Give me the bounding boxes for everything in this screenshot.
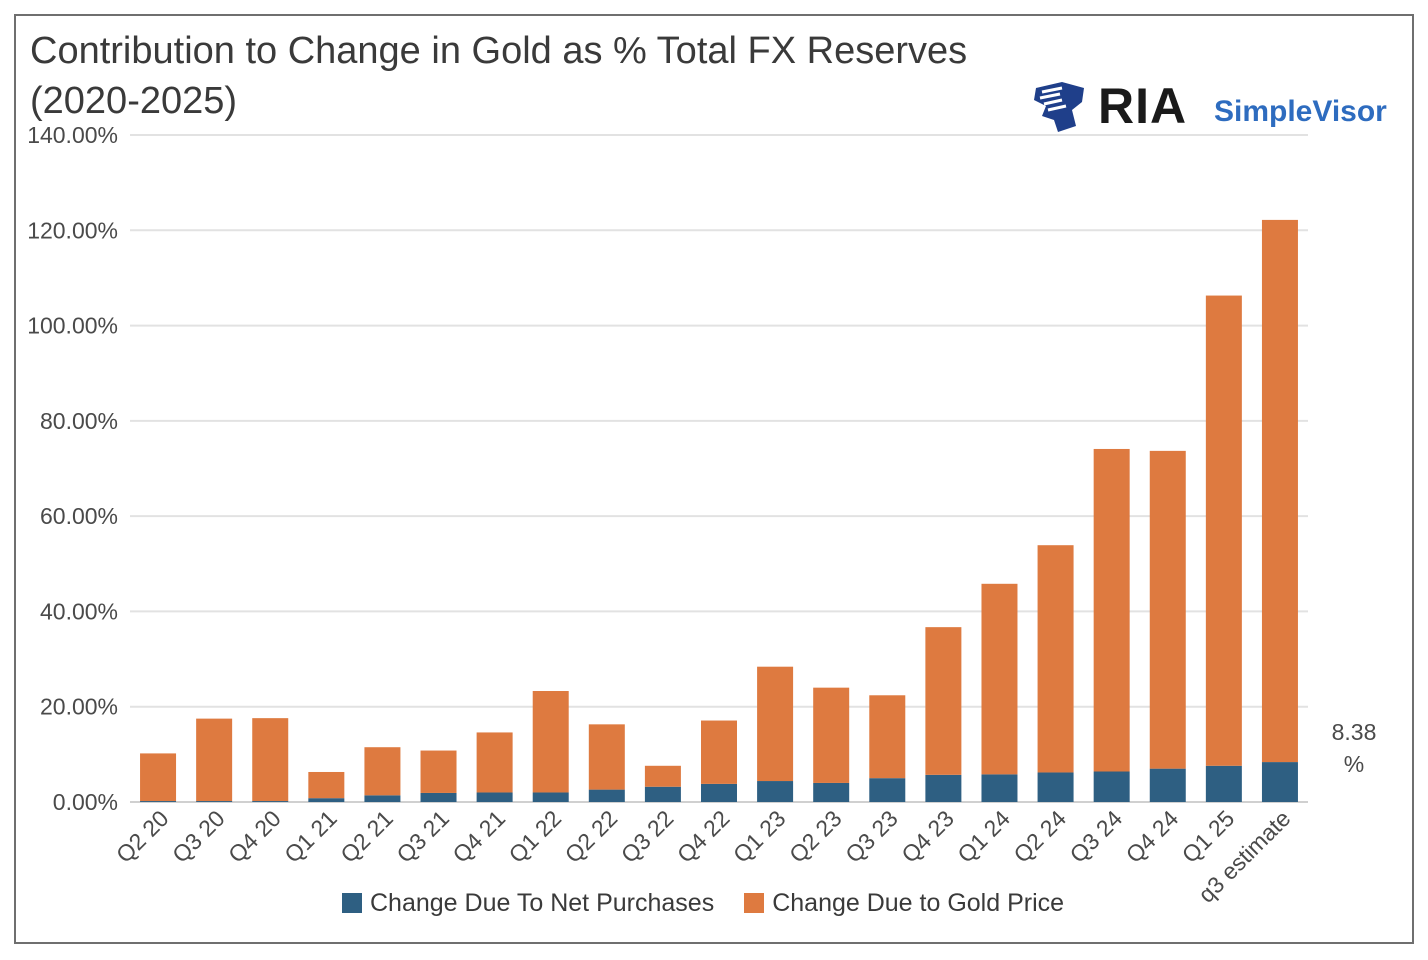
bar-net-purchases xyxy=(364,795,401,802)
bar-net-purchases xyxy=(644,786,681,802)
bar-gold-price xyxy=(532,690,569,793)
y-axis-ticks: 0.00% 20.00% 40.00% 60.00% 80.00% 100.00% 120.… xyxy=(27,122,118,815)
x-tick-label: Q2 21 xyxy=(335,805,398,868)
legend-swatch-net-purchases xyxy=(342,893,362,913)
x-tick-label: Q4 22 xyxy=(672,805,735,868)
bar-gold-price xyxy=(869,695,906,779)
x-tick-label: Q3 20 xyxy=(167,805,230,868)
bar-net-purchases xyxy=(757,781,794,802)
bar-gold-price xyxy=(364,747,401,796)
annotation: 8.38 % xyxy=(1332,719,1377,777)
bar-net-purchases xyxy=(1149,768,1186,802)
y-tick-label: 0.00% xyxy=(53,789,118,815)
y-tick-label: 80.00% xyxy=(40,408,118,434)
bar-gold-price xyxy=(757,666,794,782)
y-tick-label: 40.00% xyxy=(40,598,118,624)
bar-net-purchases xyxy=(532,792,569,802)
bars xyxy=(140,219,1298,802)
y-tick-label: 140.00% xyxy=(27,122,118,148)
bar-net-purchases xyxy=(588,789,625,802)
legend-label-net-purchases: Change Due To Net Purchases xyxy=(370,888,715,917)
bar-net-purchases xyxy=(1261,762,1298,802)
bar-gold-price xyxy=(476,732,513,793)
bar-net-purchases xyxy=(252,801,289,802)
legend-label-gold-price: Change Due to Gold Price xyxy=(772,888,1065,917)
y-tick-label: 20.00% xyxy=(40,694,118,720)
bar-net-purchases xyxy=(981,774,1018,802)
bar-gold-price xyxy=(1037,545,1074,773)
bar-net-purchases xyxy=(140,801,177,802)
bar-net-purchases xyxy=(196,801,233,802)
chart-title: Contribution to Change in Gold as % Tota… xyxy=(30,26,1110,126)
bar-gold-price xyxy=(644,765,681,787)
bar-gold-price xyxy=(252,718,289,802)
x-tick-label: Q4 20 xyxy=(223,805,286,868)
x-tick-label: Q2 22 xyxy=(560,805,623,868)
x-tick-label: Q2 23 xyxy=(784,805,847,868)
bar-gold-price xyxy=(981,583,1018,775)
bar-net-purchases xyxy=(869,778,906,802)
bar-gold-price xyxy=(140,753,177,802)
x-tick-label: Q3 23 xyxy=(840,805,903,868)
x-tick-label: Q3 22 xyxy=(616,805,679,868)
ria-simplevisor-logo: RIA SimpleVisor xyxy=(1032,78,1402,138)
bar-gold-price xyxy=(1149,450,1186,769)
gridlines xyxy=(130,134,1308,803)
chart-title-line2: (2020-2025) xyxy=(30,80,238,122)
bar-net-purchases xyxy=(420,792,457,802)
x-tick-label: Q4 21 xyxy=(447,805,510,868)
x-tick-label: Q4 24 xyxy=(1121,805,1184,868)
bar-net-purchases xyxy=(1205,765,1242,802)
logo-product: SimpleVisor xyxy=(1214,95,1387,128)
bar-net-purchases xyxy=(1037,772,1074,802)
x-tick-label: Q4 23 xyxy=(896,805,959,868)
annotation-unit: % xyxy=(1344,751,1364,777)
y-tick-label: 120.00% xyxy=(27,217,118,243)
legend: Change Due To Net Purchases Change Due t… xyxy=(342,886,1094,920)
logo-brand: RIA xyxy=(1098,78,1188,134)
bar-gold-price xyxy=(813,687,850,783)
bar-gold-price xyxy=(1205,295,1242,766)
x-tick-label: Q1 24 xyxy=(952,805,1015,868)
x-tick-label: Q2 20 xyxy=(111,805,174,868)
bar-net-purchases xyxy=(925,774,962,802)
x-tick-label: Q1 21 xyxy=(279,805,342,868)
x-tick-label: Q1 22 xyxy=(504,805,567,868)
bar-gold-price xyxy=(925,627,962,775)
y-tick-label: 60.00% xyxy=(40,503,118,529)
legend-swatch-gold-price xyxy=(744,893,765,913)
bar-gold-price xyxy=(1261,219,1298,763)
legend-item-gold-price: Change Due to Gold Price xyxy=(744,889,1064,918)
x-tick-label: Q3 24 xyxy=(1065,805,1128,868)
y-tick-label: 100.00% xyxy=(27,313,118,339)
bar-gold-price xyxy=(420,750,457,793)
bar-net-purchases xyxy=(308,798,345,802)
bar-net-purchases xyxy=(813,782,850,802)
annotation-value: 8.38 xyxy=(1332,719,1377,745)
bar-net-purchases xyxy=(476,792,513,802)
bar-gold-price xyxy=(196,718,233,802)
x-tick-label: Q3 21 xyxy=(391,805,454,868)
lion-icon xyxy=(1034,82,1084,132)
bar-net-purchases xyxy=(1093,771,1130,802)
x-tick-label: Q2 24 xyxy=(1008,805,1071,868)
bar-gold-price xyxy=(701,720,737,784)
x-tick-label: Q1 23 xyxy=(728,805,791,868)
chart-title-line1: Contribution to Change in Gold as % Tota… xyxy=(30,30,968,72)
bar-net-purchases xyxy=(701,783,737,802)
bar-gold-price xyxy=(588,724,625,790)
legend-item-net-purchases: Change Due To Net Purchases xyxy=(342,889,714,918)
bar-gold-price xyxy=(308,771,345,799)
bar-gold-price xyxy=(1093,448,1130,772)
